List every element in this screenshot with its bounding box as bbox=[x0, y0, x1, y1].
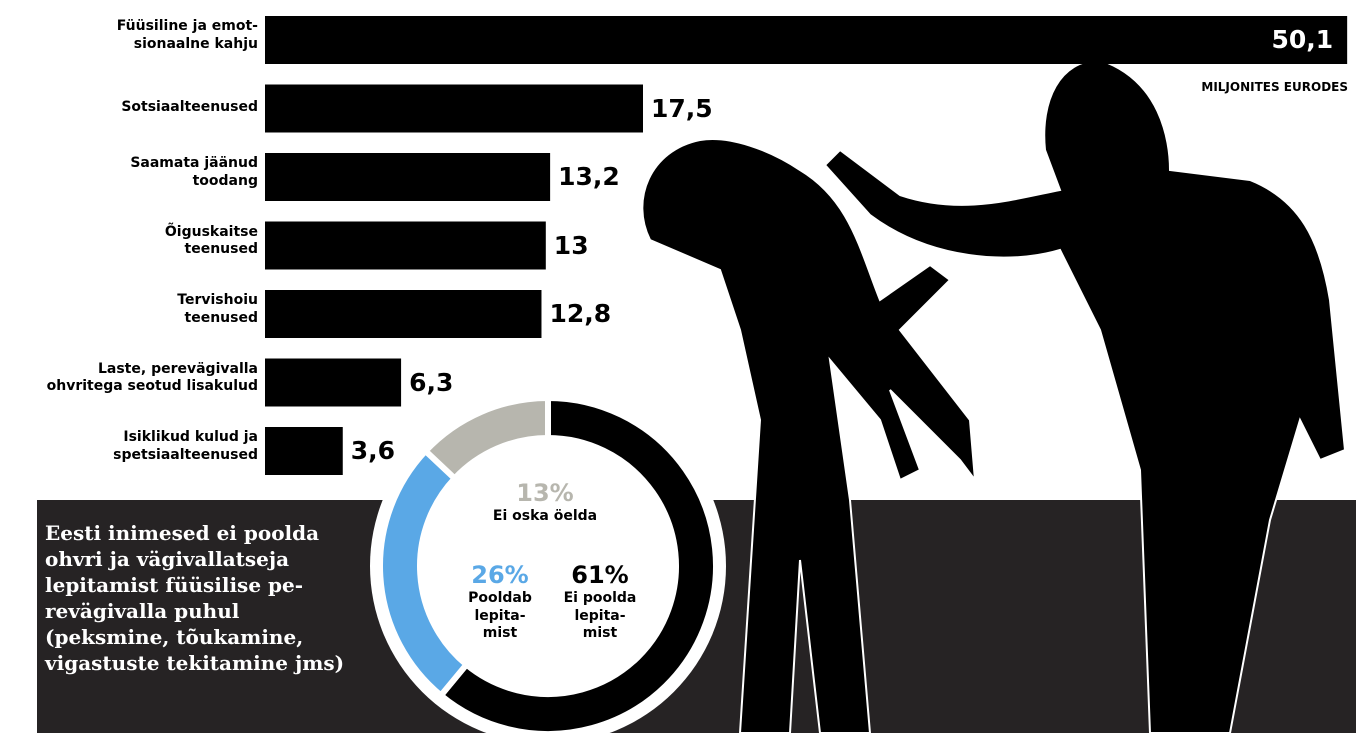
bar bbox=[265, 153, 551, 201]
category-label: Tervishoiu teenused bbox=[177, 292, 258, 326]
bar bbox=[265, 358, 402, 407]
donut-category-label: Pooldab lepita- mist bbox=[468, 590, 532, 641]
bar bbox=[265, 221, 546, 270]
donut-category-label: Ei poolda lepita- mist bbox=[563, 590, 637, 641]
category-label: Saamata jäänud toodang bbox=[130, 155, 258, 189]
donut-value-label: 26% bbox=[471, 561, 529, 589]
bar bbox=[265, 427, 343, 475]
donut-value-label: 13% bbox=[516, 479, 574, 507]
value-label: 50,1 bbox=[1271, 25, 1334, 54]
bar bbox=[265, 84, 643, 133]
value-label: 13 bbox=[553, 230, 589, 260]
donut-segment bbox=[421, 394, 551, 483]
value-label: 13,2 bbox=[558, 162, 620, 191]
value-label: 12,8 bbox=[549, 299, 612, 328]
donut-value-label: 61% bbox=[571, 561, 629, 589]
category-label: Sotsiaalteenused bbox=[121, 98, 258, 115]
unit-label: MILJONITES EURODES bbox=[1201, 80, 1348, 94]
silhouettes bbox=[641, 58, 1347, 733]
value-label: 3,6 bbox=[350, 436, 396, 465]
donut-segment bbox=[436, 394, 719, 733]
bar bbox=[265, 16, 1348, 64]
donut-category-label: Ei oska öelda bbox=[492, 508, 598, 524]
category-label: Õiguskaitse teenused bbox=[164, 223, 258, 258]
bar bbox=[265, 290, 542, 338]
value-label: 17,5 bbox=[651, 93, 713, 123]
value-label: 6,3 bbox=[409, 367, 454, 397]
category-label: Füüsiline ja emot- sionaalne kahju bbox=[116, 18, 258, 52]
category-label: Isiklikud kulud ja spetsiaalteenused bbox=[113, 429, 258, 463]
donut-title: Eesti inimesed ei poolda ohvri ja vägiva… bbox=[45, 521, 345, 675]
category-label: Laste, perevägivalla ohvritega seotud li… bbox=[46, 360, 258, 395]
